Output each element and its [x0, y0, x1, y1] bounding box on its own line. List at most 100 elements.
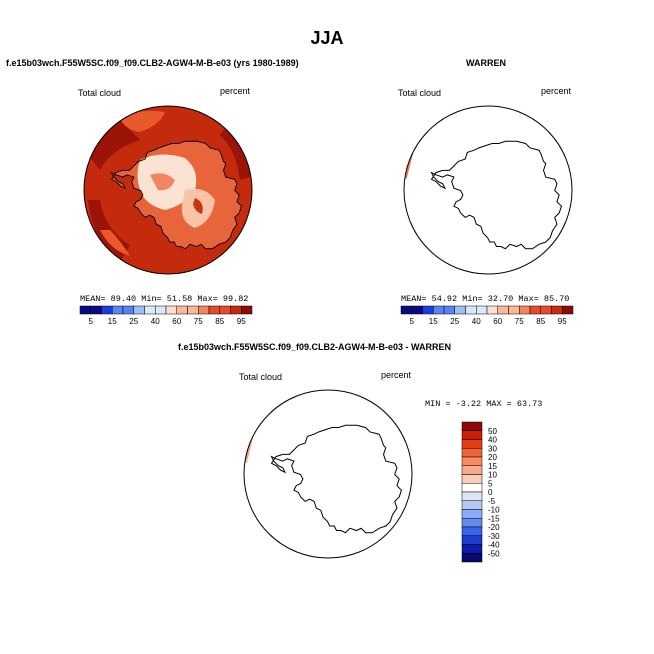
model-max-label: Max=	[197, 294, 218, 304]
model-colorbar-box	[133, 305, 145, 315]
diff-colorbar-box	[461, 439, 483, 449]
obs-colorbar-box	[551, 305, 563, 315]
model-colorbar-label: 75	[194, 317, 203, 326]
diff-colorbar-label: -15	[488, 514, 500, 523]
obs-colorbar-box	[529, 305, 541, 315]
diff-min-label: MIN =	[425, 399, 451, 409]
model-mid-region	[120, 110, 165, 132]
diff-colorbar-label: -20	[488, 523, 500, 532]
page-title: JJA	[310, 28, 344, 48]
obs-colorbar-label: 5	[410, 317, 415, 326]
obs-map-boundary	[403, 105, 573, 275]
diff-colorbar-box	[461, 500, 483, 510]
model-map	[83, 105, 253, 275]
diff-map	[243, 389, 413, 559]
model-colorbar-box	[90, 305, 102, 315]
diff-colorbar-box	[461, 448, 483, 458]
diff-colorbar-label: 15	[488, 462, 497, 471]
obs-colorbar: 5 15 25 40 60 75 85 95	[400, 305, 574, 326]
diff-colorbar-box	[461, 544, 483, 554]
obs-colorbar-box	[400, 305, 412, 315]
model-colorbar-box	[241, 305, 253, 315]
obs-colorbar-box	[486, 305, 498, 315]
model-panel-title: f.e15b03wch.F55W5SC.f09_f09.CLB2-AGW4-M-…	[6, 58, 299, 68]
model-colorbar-label: 25	[129, 317, 138, 326]
model-colorbar-box	[112, 305, 124, 315]
model-colorbar-box	[165, 305, 177, 315]
diff-colorbar-box	[461, 535, 483, 545]
diff-colorbar-label: -50	[488, 549, 500, 558]
diff-colorbar-label: 20	[488, 453, 497, 462]
obs-colorbar-box	[433, 305, 445, 315]
diff-colorbar-box	[461, 553, 483, 563]
diff-variable-label: Total cloud	[239, 372, 283, 382]
obs-colorbar-box	[508, 305, 520, 315]
model-colorbar-label: 15	[108, 317, 117, 326]
model-min-value: 51.58	[166, 294, 193, 304]
diff-colorbar-box	[461, 483, 483, 493]
diff-colorbar-label: -40	[488, 541, 500, 550]
model-colorbar-box	[144, 305, 156, 315]
diff-colorbar-label: 10	[488, 471, 497, 480]
model-colorbar-label: 40	[151, 317, 160, 326]
diff-max-label: MAX =	[486, 399, 512, 409]
obs-colorbar-box	[476, 305, 488, 315]
obs-colorbar-box	[519, 305, 531, 315]
obs-colorbar-label: 60	[493, 317, 502, 326]
model-mean-value: 89.40	[110, 294, 137, 304]
diff-colorbar-label: 40	[488, 436, 497, 445]
model-min-label: Min=	[141, 294, 162, 304]
model-colorbar: 5 15 25 40 60 75 85 95	[79, 305, 253, 326]
diff-colorbar-box	[461, 509, 483, 519]
obs-colorbar-label: 25	[450, 317, 459, 326]
obs-colorbar-box	[454, 305, 466, 315]
obs-colorbar-label: 85	[536, 317, 545, 326]
diff-colorbar-box	[461, 474, 483, 484]
obs-stats: MEAN= 54.92 Min= 32.70 Max= 85.70	[401, 294, 569, 304]
model-mean-label: MEAN=	[80, 294, 106, 304]
obs-colorbar-box	[540, 305, 552, 315]
model-mid-region	[100, 230, 130, 256]
obs-colorbar-label: 75	[515, 317, 524, 326]
model-colorbar-box	[122, 305, 134, 315]
model-mid-region	[150, 173, 175, 191]
diff-colorbar-label: 30	[488, 444, 497, 453]
diff-stats: MIN = -3.22 MAX = 63.73	[425, 399, 542, 409]
model-colorbar-box	[230, 305, 242, 315]
diff-units-label: percent	[381, 370, 412, 380]
model-map-boundary	[83, 105, 253, 275]
diff-colorbar-label: -5	[488, 497, 496, 506]
diff-colorbar-box	[461, 421, 483, 431]
obs-variable-label: Total cloud	[398, 88, 442, 98]
diff-colorbar-label: -10	[488, 506, 500, 515]
obs-max-label: Max=	[518, 294, 539, 304]
model-colorbar-box	[155, 305, 167, 315]
diff-colorbar-label: 50	[488, 427, 497, 436]
obs-mean-label: MEAN=	[401, 294, 427, 304]
diff-colorbar-box	[461, 491, 483, 501]
obs-units-label: percent	[541, 86, 572, 96]
obs-panel-title: WARREN	[466, 58, 506, 68]
model-colorbar-box	[101, 305, 113, 315]
diff-panel-title: f.e15b03wch.F55W5SC.f09_f09.CLB2-AGW4-M-…	[178, 342, 452, 352]
obs-colorbar-label: 40	[472, 317, 481, 326]
diff-colorbar-box	[461, 456, 483, 466]
model-colorbar-box	[176, 305, 188, 315]
model-colorbar-label: 85	[215, 317, 224, 326]
obs-colorbar-label: 15	[429, 317, 438, 326]
model-colorbar-box	[79, 305, 91, 315]
model-colorbar-label: 95	[237, 317, 246, 326]
diff-colorbar-label: -30	[488, 532, 500, 541]
obs-mean-value: 54.92	[431, 294, 458, 304]
model-dark-region	[193, 198, 203, 214]
obs-colorbar-box	[497, 305, 509, 315]
diff-colorbar-label: 0	[488, 488, 493, 497]
model-colorbar-box	[208, 305, 220, 315]
obs-colorbar-box	[443, 305, 455, 315]
obs-map	[403, 105, 573, 275]
model-colorbar-label: 60	[172, 317, 181, 326]
diff-colorbar-label: 5	[488, 479, 493, 488]
obs-min-label: Min=	[462, 294, 483, 304]
